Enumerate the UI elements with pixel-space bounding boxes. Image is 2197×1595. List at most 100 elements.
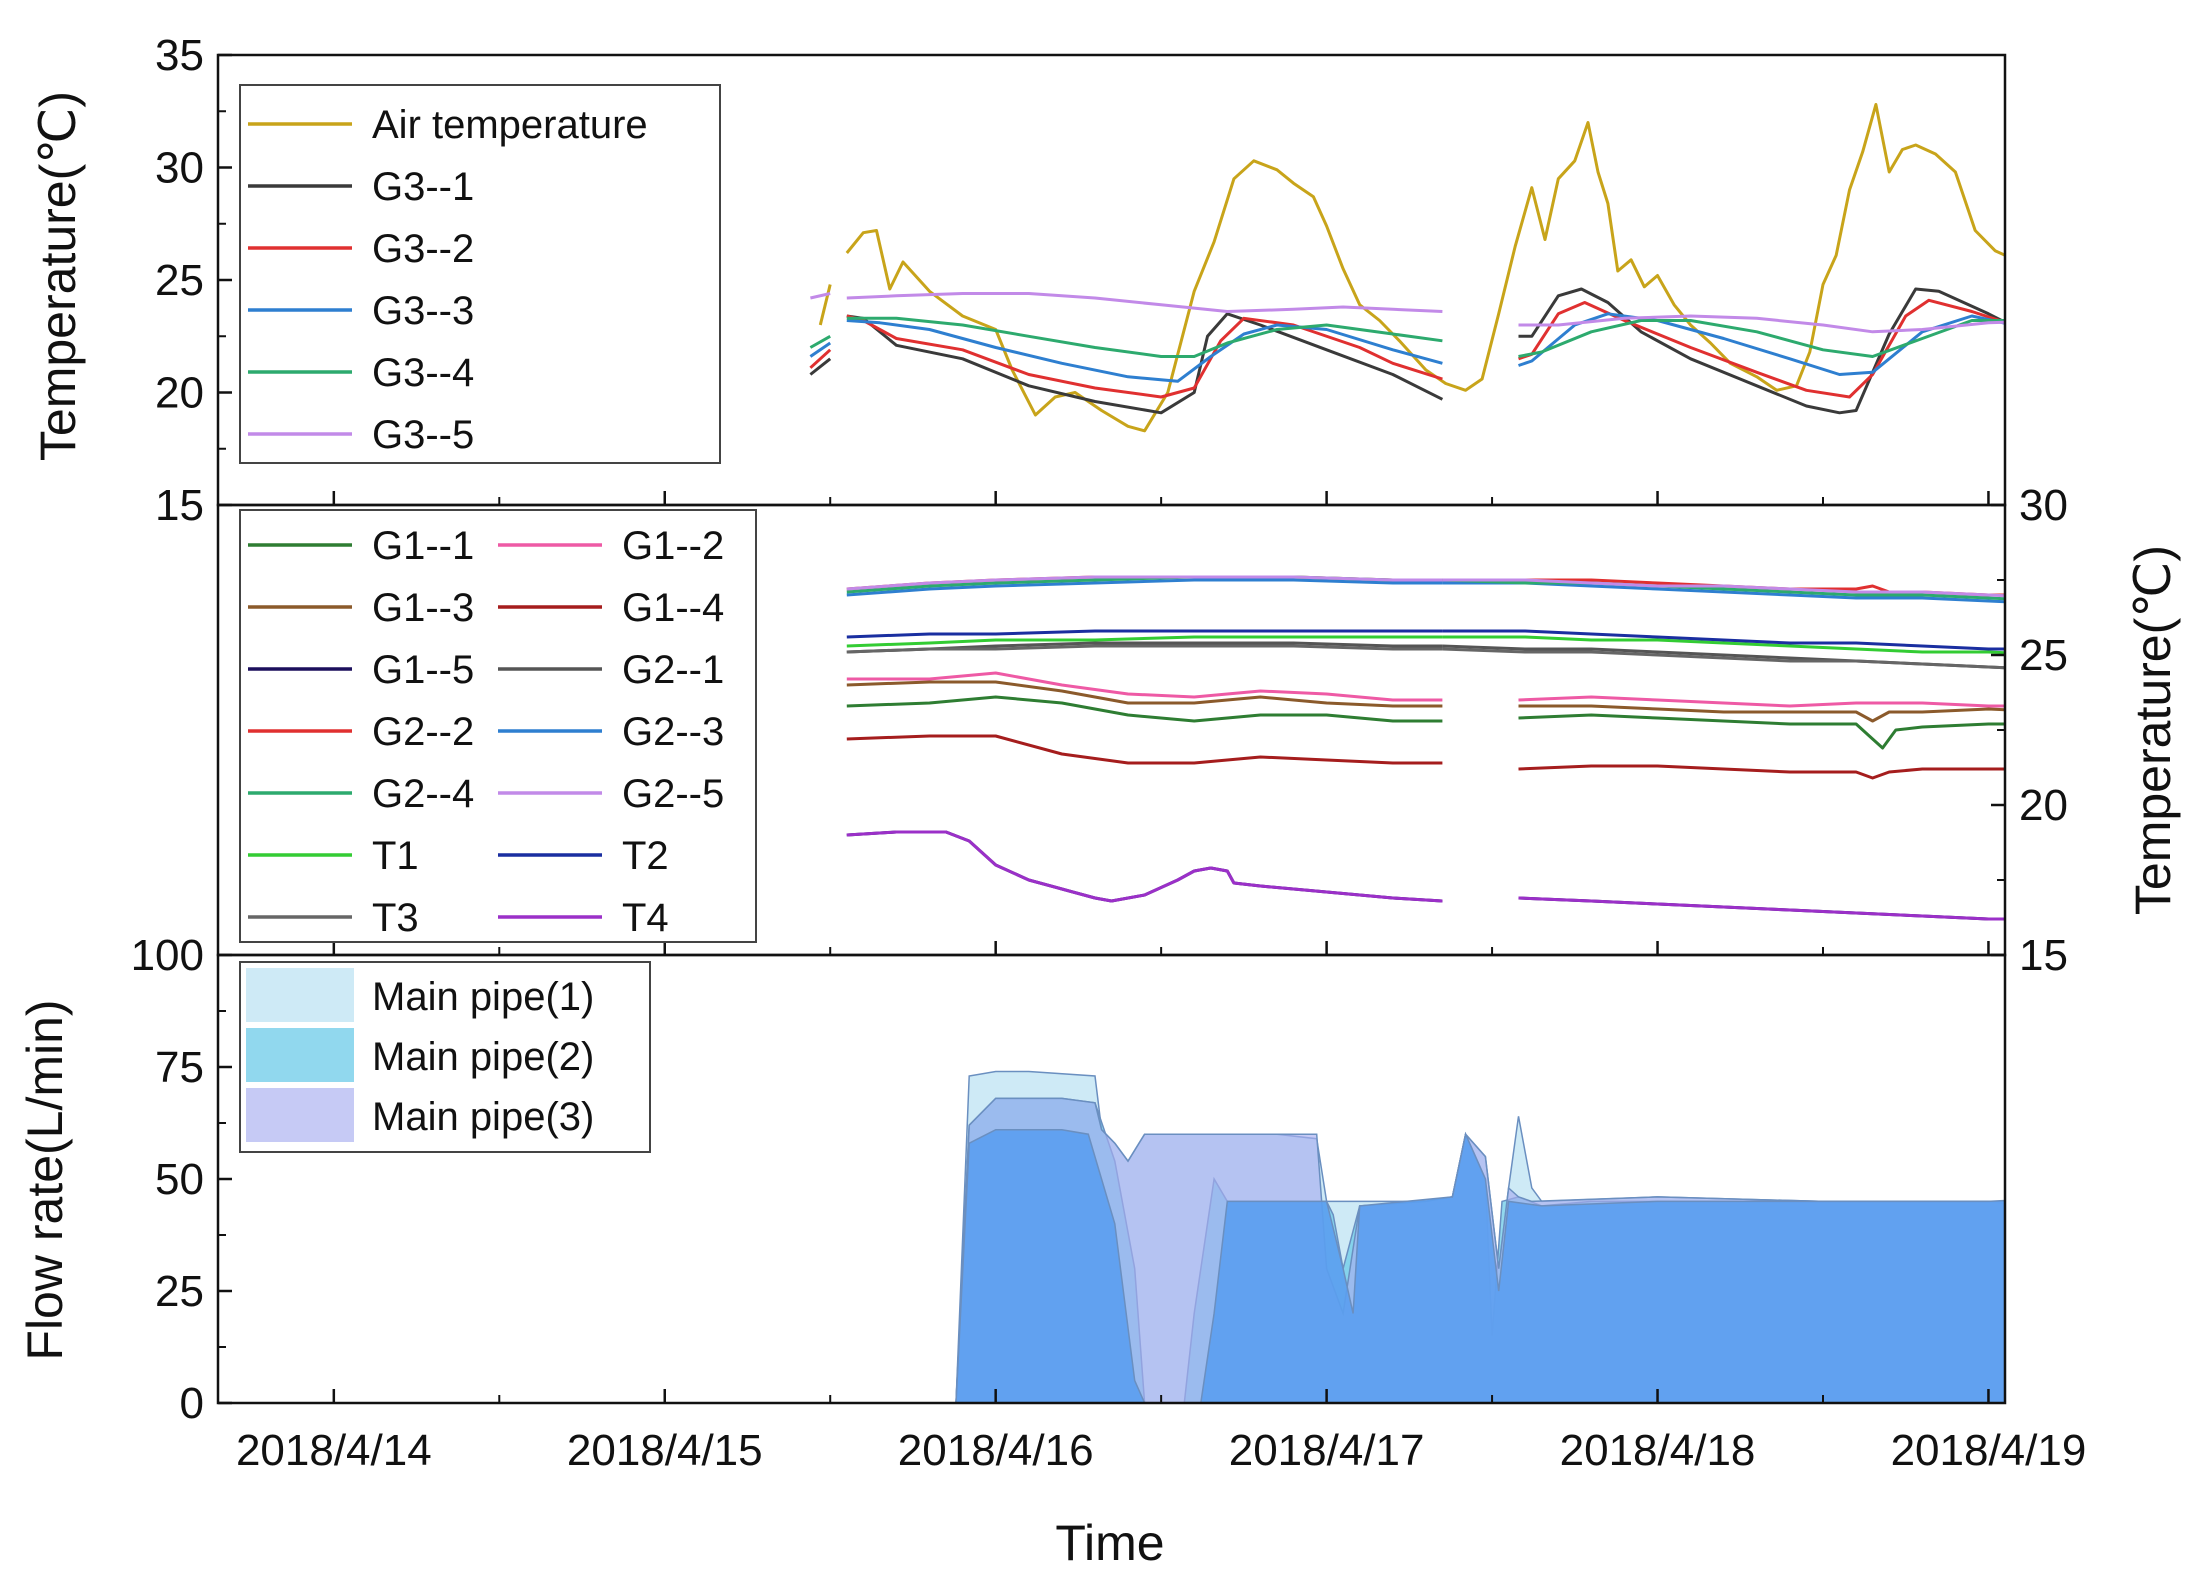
legend-box <box>239 84 721 464</box>
legend-label: T2 <box>622 834 669 878</box>
line-series-2-seg-0 <box>846 680 1443 708</box>
legend-label: G3--1 <box>372 165 474 209</box>
line-series-4-seg-1 <box>846 316 1443 358</box>
legend-label: G3--4 <box>372 351 474 395</box>
line-series-4-seg-0 <box>846 830 1443 903</box>
legend-label: G2--2 <box>372 710 474 754</box>
plot-area <box>809 103 2005 433</box>
plot-area <box>929 1070 2005 1403</box>
plot-area <box>846 575 2005 921</box>
line-series-2-seg-0 <box>809 348 832 369</box>
y-tick-label: 30 <box>2019 481 2068 530</box>
line-series-8-seg-1 <box>1442 578 2005 601</box>
line-series-12-seg-0 <box>846 644 1443 654</box>
line-series-3-seg-0 <box>809 341 832 358</box>
y-tick-label: 20 <box>2019 781 2068 830</box>
line-series-9-seg-0 <box>846 575 1443 591</box>
line-series-9-seg-1 <box>1442 578 2005 598</box>
y-axis-label-bottom: Flow rate(L/min) <box>17 999 73 1360</box>
legend-label: G2--5 <box>622 772 724 816</box>
line-series-3-seg-1 <box>1518 764 2005 780</box>
line-series-0-seg-0 <box>846 695 1443 723</box>
line-series-10-seg-0 <box>846 635 1443 648</box>
y-tick-label: 35 <box>155 31 204 80</box>
y-tick-label: 75 <box>155 1043 204 1092</box>
legend-label: G1--3 <box>372 586 474 630</box>
x-axis: 2018/4/14 2018/4/15 2018/4/16 2018/4/17 2018… <box>236 1426 2086 1475</box>
y-axis-label-right: Temperature(℃) <box>2125 545 2181 915</box>
legend-label: G3--2 <box>372 227 474 271</box>
legend-label: G2--1 <box>622 648 724 692</box>
line-series-2-seg-1 <box>1518 704 2005 723</box>
line-series-13-seg-0 <box>846 830 1443 903</box>
panel-flow-rate: 0 25 50 75 100 Main pipe(1) Main pipe(2) Main p… <box>131 931 2007 1428</box>
panel-air-and-g3-temperature: 20 25 30 35 15 Air temperature G3--1 G3--2 G3--3… <box>155 31 2007 530</box>
y-tick-label: 20 <box>155 369 204 418</box>
y-tick-label: 100 <box>131 931 204 980</box>
legend-label: T1 <box>372 834 419 878</box>
line-series-2-seg-2 <box>1518 298 2005 399</box>
legend-label: G1--1 <box>372 524 474 568</box>
legend-label: T3 <box>372 896 419 940</box>
line-series-5-seg-0 <box>810 292 831 300</box>
legend-label: Main pipe(3) <box>372 1095 594 1139</box>
line-series-0-seg-1 <box>1518 713 2005 750</box>
line-series-11-seg-1 <box>1442 629 2005 651</box>
y-tick-label: 25 <box>155 1267 204 1316</box>
line-series-3-seg-1 <box>846 319 1443 383</box>
line-series-1-seg-0 <box>846 671 1443 702</box>
x-axis-label: Time <box>1055 1515 1164 1571</box>
line-series-2-seg-1 <box>846 314 1443 399</box>
y-tick-label: 0 <box>180 1379 204 1428</box>
line-series-3-seg-0 <box>846 734 1443 765</box>
x-tick-label: 2018/4/15 <box>567 1426 763 1475</box>
area-series-3 <box>929 1128 2005 1403</box>
line-series-13-seg-1 <box>1518 896 2005 921</box>
y-tick-label: 30 <box>155 144 204 193</box>
y-tick-label: 15 <box>2019 931 2068 980</box>
legend-swatch <box>246 1028 354 1082</box>
legend-label: T4 <box>622 896 669 940</box>
line-series-12-seg-1 <box>1442 647 2005 670</box>
line-series-1-seg-1 <box>846 312 1444 415</box>
line-series-11-seg-0 <box>846 629 1443 639</box>
line-series-7-seg-0 <box>846 578 1443 597</box>
legend-label: G2--3 <box>622 710 724 754</box>
legend-label: G2--4 <box>372 772 474 816</box>
x-tick-label: 2018/4/16 <box>898 1426 1094 1475</box>
legend-label: G1--5 <box>372 648 474 692</box>
legend-label: G1--2 <box>622 524 724 568</box>
line-series-5-seg-1 <box>846 292 1443 313</box>
x-tick-label: 2018/4/17 <box>1229 1426 1425 1475</box>
y-tick-label: 50 <box>155 1155 204 1204</box>
legend-label: G3--3 <box>372 289 474 333</box>
line-series-5-seg-1 <box>1442 644 2005 670</box>
line-series-1-seg-0 <box>809 357 832 376</box>
legend-box <box>239 509 757 943</box>
legend-label: Main pipe(1) <box>372 975 594 1019</box>
line-series-4-seg-2 <box>1518 319 2005 358</box>
legend-label: G3--5 <box>372 413 474 457</box>
line-series-1-seg-1 <box>1518 695 2005 708</box>
x-tick-label: 2018/4/19 <box>1891 1426 2087 1475</box>
y-axis-label-top: Temperature(℃) <box>30 91 86 461</box>
panel-ground-temperature: 15 20 25 30 G1--1 G1--2 G1--3 G1--4 G1--5 G2--1 G2… <box>216 481 2068 980</box>
line-series-7-seg-1 <box>1442 581 2005 604</box>
line-series-3-seg-2 <box>1518 312 2005 376</box>
legend-label: Air temperature <box>372 103 648 147</box>
y-tick-label: 25 <box>2019 631 2068 680</box>
line-series-0-seg-1 <box>845 103 2005 433</box>
line-series-0-seg-0 <box>818 284 832 326</box>
y-tick-label: 25 <box>155 256 204 305</box>
y-tick-label: 15 <box>155 481 204 530</box>
legend-swatch <box>246 968 354 1022</box>
line-series-5-seg-2 <box>1518 314 2005 334</box>
legend-label: G1--4 <box>622 586 724 630</box>
line-series-10-seg-1 <box>1442 635 2005 655</box>
line-series-4-seg-0 <box>809 334 831 349</box>
legend-label: Main pipe(2) <box>372 1035 594 1079</box>
x-tick-label: 2018/4/18 <box>1560 1426 1756 1475</box>
x-tick-label: 2018/4/14 <box>236 1426 432 1475</box>
legend-swatch <box>246 1088 354 1142</box>
